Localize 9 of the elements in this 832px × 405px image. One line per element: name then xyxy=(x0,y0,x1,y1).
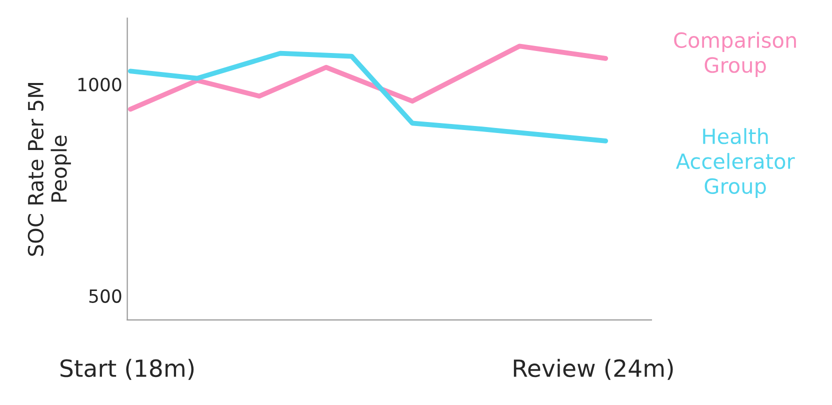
y-tick-label: 500 xyxy=(89,289,122,303)
line-series xyxy=(128,44,608,112)
x-tick-label: Review (24m) xyxy=(514,358,673,380)
y-tick-label: 1000 xyxy=(78,78,122,92)
x-tick-label: Start (18m) xyxy=(60,358,194,380)
line-series xyxy=(128,50,608,144)
text: Health Accelerator Group xyxy=(676,128,795,198)
y-axis-title: SOC Rate Per 5M People xyxy=(28,83,71,256)
text: Comparison Group xyxy=(674,32,796,77)
